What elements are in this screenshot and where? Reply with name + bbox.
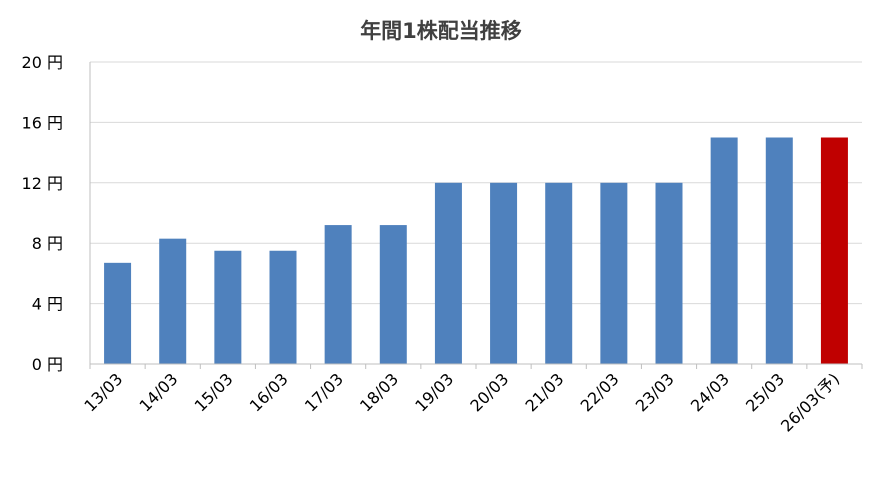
y-tick-label: 8 円 xyxy=(32,234,63,253)
bar-19/03 xyxy=(434,182,462,364)
x-tick-label: 13/03 xyxy=(80,369,126,415)
bars xyxy=(104,137,848,364)
x-tick-label: 18/03 xyxy=(356,369,402,415)
chart-title: 年間1株配当推移 xyxy=(360,19,522,43)
x-tick-labels: 13/03 14/03 15/03 16/03 17/03 18/03 19/03 20/03… xyxy=(80,369,843,435)
bar-17/03 xyxy=(324,225,352,364)
x-tick-label: 16/03 xyxy=(246,369,292,415)
y-tick-label: 12 円 xyxy=(22,174,63,193)
x-tick-label: 22/03 xyxy=(577,369,623,415)
x-tick-label: 19/03 xyxy=(411,369,457,415)
x-tick-label: 26/03(予) xyxy=(777,369,843,435)
y-tick-label: 4 円 xyxy=(32,295,63,314)
bar-22/03 xyxy=(600,182,628,364)
bar-26/03(予) xyxy=(820,137,848,364)
x-tick-label: 25/03 xyxy=(742,369,788,415)
y-tick-label: 20 円 xyxy=(22,53,63,72)
bar-20/03 xyxy=(490,182,518,364)
bar-14/03 xyxy=(159,238,187,364)
y-tick-label: 0 円 xyxy=(32,355,63,374)
y-tick-label: 16 円 xyxy=(22,113,63,132)
x-tick-label: 17/03 xyxy=(301,369,347,415)
y-tick-labels: 0 円 4 円 8 円 12 円 16 円 20 円 xyxy=(22,53,63,374)
bar-13/03 xyxy=(104,262,132,364)
bar-15/03 xyxy=(214,250,242,364)
bar-24/03 xyxy=(710,137,738,364)
bar-23/03 xyxy=(655,182,683,364)
bar-18/03 xyxy=(379,225,407,364)
x-tick-label: 24/03 xyxy=(687,369,733,415)
x-tick-label: 21/03 xyxy=(522,369,568,415)
x-tick-label: 23/03 xyxy=(632,369,678,415)
gridlines xyxy=(90,61,862,305)
axes xyxy=(89,62,863,369)
x-tick-label: 20/03 xyxy=(466,369,512,415)
x-tick-label: 14/03 xyxy=(136,369,182,415)
x-tick-label: 15/03 xyxy=(191,369,237,415)
bar-16/03 xyxy=(269,250,297,364)
bar-25/03 xyxy=(765,137,793,364)
bar-21/03 xyxy=(545,182,573,364)
